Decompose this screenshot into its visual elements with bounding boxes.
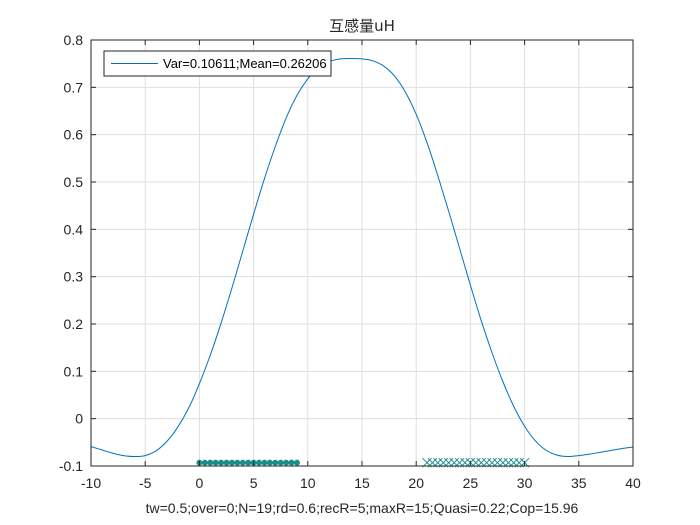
dot-marker <box>288 459 295 466</box>
dot-marker <box>272 459 279 466</box>
dot-marker <box>201 459 208 466</box>
dot-marker <box>218 459 225 466</box>
x-axis-label: tw=0.5;over=0;N=19;rd=0.6;recR=5;maxR=15… <box>146 500 579 516</box>
y-tick-label: 0.8 <box>64 32 84 48</box>
y-tick-labels: -0.1 0 0.1 0.2 0.3 0.4 0.5 0.6 0.7 0.8 <box>59 32 83 474</box>
dot-marker <box>293 459 300 466</box>
series-line-0 <box>90 57 634 458</box>
chart-title: 互感量uH <box>329 17 395 35</box>
dot-marker <box>234 459 241 466</box>
dot-marker <box>283 459 290 466</box>
dot-marker <box>207 459 214 466</box>
y-tick-label: 0.5 <box>64 174 84 190</box>
x-tick-label: 35 <box>571 475 587 491</box>
legend-entry-label: Var=0.10611;Mean=0.26206 <box>163 56 327 71</box>
x-tick-label: -5 <box>139 475 152 491</box>
dot-marker <box>239 459 246 466</box>
series-layer <box>90 57 634 458</box>
y-tick-label: 0.2 <box>64 316 84 332</box>
dot-marker <box>212 459 219 466</box>
y-tick-label: 0.1 <box>64 363 84 379</box>
ticks <box>90 39 634 467</box>
x-tick-label: -10 <box>81 475 101 491</box>
x-tick-labels: -10 -5 0 5 10 15 20 25 30 35 40 <box>81 475 641 491</box>
y-tick-label: 0 <box>75 411 83 427</box>
dot-marker <box>245 459 252 466</box>
y-tick-label: 0.6 <box>64 127 84 143</box>
x-tick-label: 15 <box>354 475 370 491</box>
dot-marker <box>223 459 230 466</box>
y-tick-label: 0.4 <box>64 221 84 237</box>
x-tick-label: 40 <box>625 475 641 491</box>
y-tick-label: -0.1 <box>59 458 83 474</box>
dot-marker <box>261 459 268 466</box>
dot-marker <box>256 459 263 466</box>
dot-marker <box>266 459 273 466</box>
x-tick-label: 10 <box>300 475 316 491</box>
y-tick-label: 0.3 <box>64 269 84 285</box>
x-tick-label: 25 <box>463 475 479 491</box>
x-tick-label: 30 <box>517 475 533 491</box>
legend: Var=0.10611;Mean=0.26206 <box>103 50 332 77</box>
x-tick-label: 0 <box>196 475 204 491</box>
dot-marker <box>277 459 284 466</box>
x-tick-label: 5 <box>250 475 258 491</box>
x-tick-label: 20 <box>408 475 424 491</box>
dot-marker <box>228 459 235 466</box>
y-tick-label: 0.7 <box>64 79 84 95</box>
